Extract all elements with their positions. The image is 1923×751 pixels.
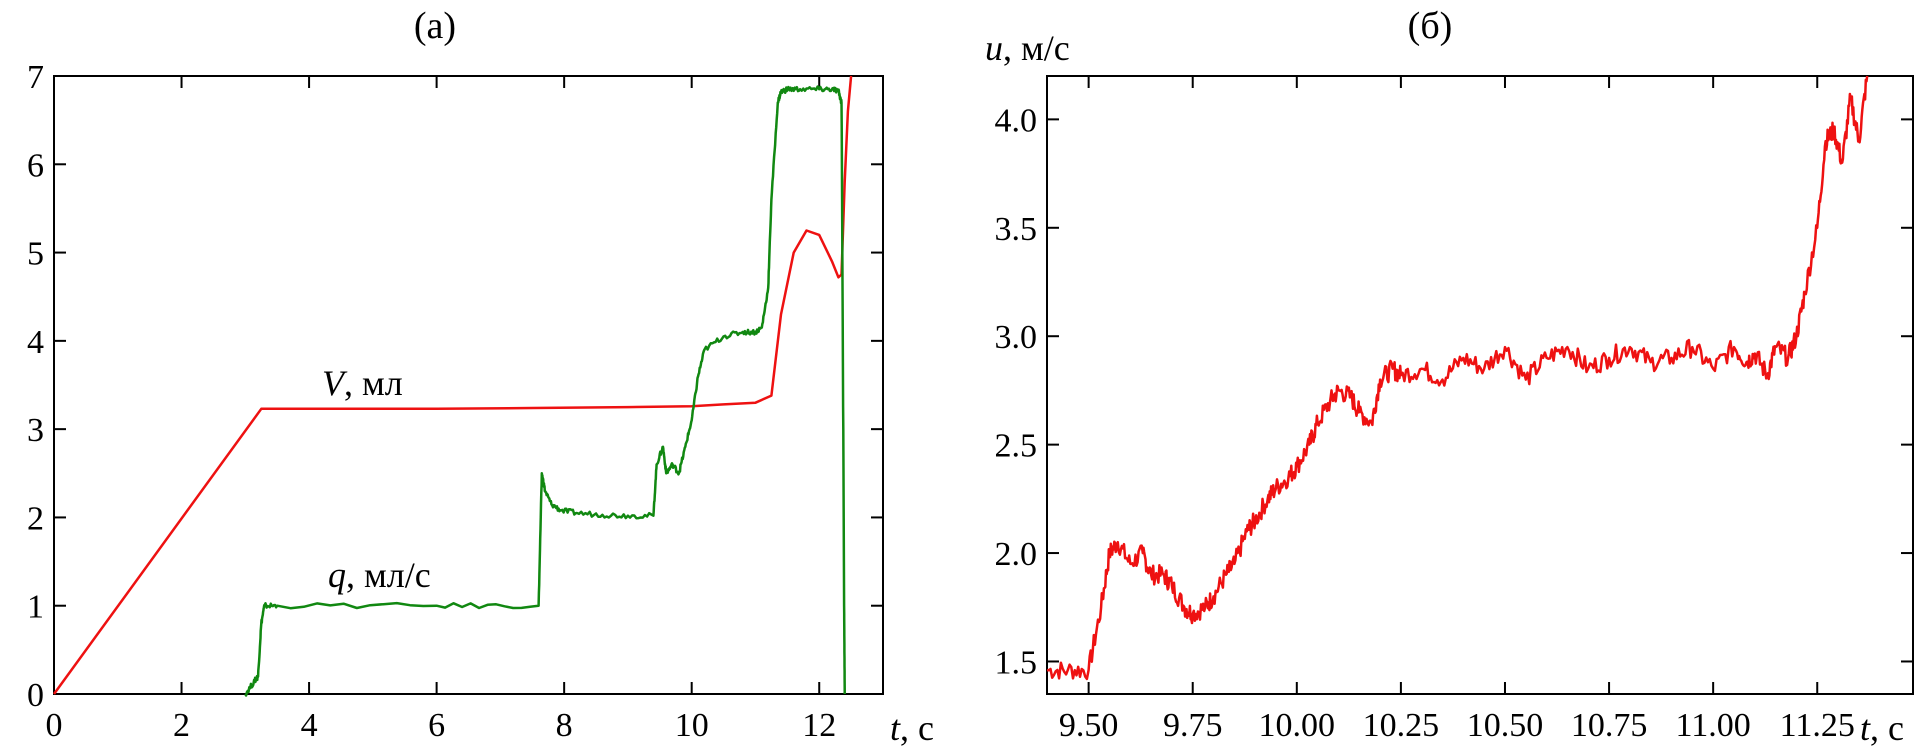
panel-b-xtick-label: 11.00 [1676, 707, 1751, 744]
panel-b-ytick-label: 2.5 [995, 428, 1038, 465]
panel-b-xtick-label: 10.25 [1363, 707, 1440, 744]
panel-a-xtick-label: 2 [173, 707, 190, 744]
panel-a-ytick-label: 0 [27, 677, 44, 714]
series-q-unit: , мл/с [346, 555, 431, 595]
panel-b-series-line-0 [1046, 75, 1869, 681]
panel-b-ylabel-var: u [985, 28, 1003, 68]
panel-b-xtick-label: 9.75 [1163, 707, 1223, 744]
panel-a-xtick-label: 0 [46, 707, 63, 744]
panel-b-ytick-label: 3.0 [995, 319, 1038, 356]
panel-a-xlabel-var: t [890, 708, 901, 748]
panel-a-ytick-label: 5 [27, 236, 44, 273]
panel-b-title: (б) [1408, 5, 1453, 47]
panel-b-ytick-label: 3.5 [995, 211, 1038, 248]
panel-a-xtick-label: 6 [428, 707, 445, 744]
panel-a-series-line-1 [244, 85, 846, 697]
panel-b-ylabel-unit: , м/с [1003, 28, 1070, 68]
panel-a-xlabel-unit: , с [900, 708, 934, 748]
panel-b-ytick-label: 1.5 [995, 644, 1038, 681]
panel-a-ytick-label: 4 [27, 324, 44, 361]
panel-b-xlabel-unit: , с [1870, 708, 1904, 748]
panel-a-ytick-label: 2 [27, 500, 44, 537]
panel-b: (б) 9.50 9.75 10.00 10.25 10.50 10.75 11.00 11.… [985, 5, 1914, 748]
series-q-var: q [328, 555, 346, 595]
panel-a-ytick-label: 1 [27, 589, 44, 626]
panel-b-xlabel-var: t [1860, 708, 1871, 748]
panel-b-ytick-label: 2.0 [995, 536, 1038, 573]
panel-a-ytick-label: 7 [27, 59, 44, 96]
series-V-unit: , мл [344, 363, 403, 403]
panel-b-xtick-label: 10.75 [1571, 707, 1648, 744]
panel-a-xtick-label: 4 [301, 707, 318, 744]
panel-a-title: (а) [414, 5, 456, 47]
panel-a-frame [53, 75, 884, 695]
panel-a-xtick-label: 12 [802, 707, 836, 744]
panel-a-ytick-label: 6 [27, 147, 44, 184]
panel-a-xtick-label: 8 [556, 707, 573, 744]
panel-b-ylabel: u, м/с [985, 28, 1070, 68]
series-label-V: V, мл [322, 363, 403, 403]
series-label-q: q, мл/с [328, 555, 431, 595]
panel-b-xtick-label: 10.50 [1467, 707, 1544, 744]
panel-b-frame [1046, 75, 1914, 695]
panel-a-xtick-label: 10 [675, 707, 709, 744]
panel-b-ytick-label: 4.0 [995, 102, 1038, 139]
panel-b-xtick-label: 9.50 [1059, 707, 1119, 744]
panel-a-xlabel: t, с [890, 708, 934, 748]
panel-a-series-line-0 [52, 75, 853, 695]
panel-b-xtick-label: 11.25 [1780, 707, 1855, 744]
panel-b-xtick-label: 10.00 [1259, 707, 1336, 744]
panel-a-ytick-label: 3 [27, 412, 44, 449]
panel-b-xlabel: t, с [1860, 708, 1904, 748]
series-V-var: V [322, 363, 348, 403]
